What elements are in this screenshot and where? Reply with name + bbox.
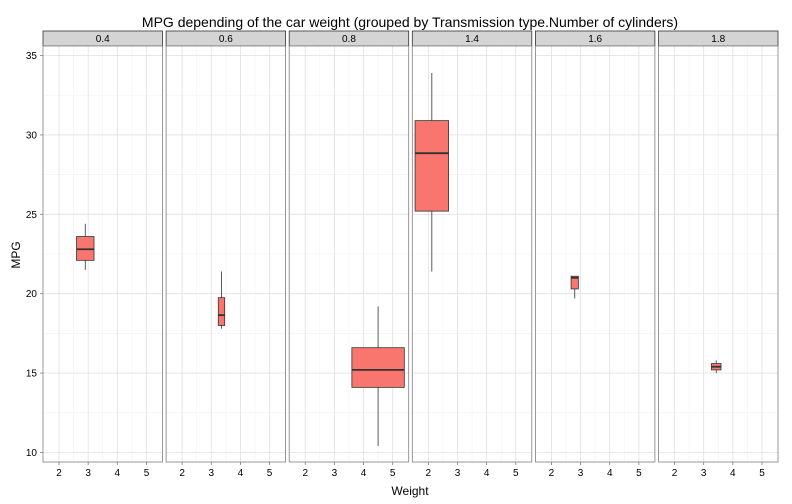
chart-title: MPG depending of the car weight (grouped… bbox=[142, 14, 678, 30]
facet-panel-5: 1.8 bbox=[658, 30, 779, 463]
facet-strip-label: 0.6 bbox=[219, 34, 233, 45]
panel-border bbox=[288, 45, 410, 463]
x-tick-label: 4 bbox=[361, 468, 367, 479]
x-axis-title: Weight bbox=[391, 484, 429, 498]
y-tick-label: 20 bbox=[26, 289, 38, 300]
facet-strip-label: 0.4 bbox=[96, 34, 110, 45]
x-tick-label: 2 bbox=[426, 468, 432, 479]
x-tick-label: 2 bbox=[179, 468, 185, 479]
panel-border bbox=[42, 45, 163, 463]
x-tick-label: 3 bbox=[85, 468, 91, 479]
box bbox=[414, 120, 449, 212]
facet-panel-3: 1.4 bbox=[411, 30, 533, 463]
y-tick-label: 35 bbox=[26, 51, 38, 62]
x-tick-label: 4 bbox=[607, 468, 613, 479]
panels: 0.4 0.6 0.8 1.4 1.6 1.8 bbox=[42, 30, 779, 463]
box bbox=[217, 297, 226, 326]
x-tick-label: 4 bbox=[484, 468, 490, 479]
y-axis-title: MPG bbox=[9, 241, 23, 268]
x-tick-label: 4 bbox=[238, 468, 244, 479]
x-tick-label: 5 bbox=[144, 468, 150, 479]
panel-border bbox=[658, 45, 779, 463]
x-tick-label: 5 bbox=[267, 468, 273, 479]
facet-panel-1: 0.6 bbox=[165, 30, 287, 463]
x-tick-label: 4 bbox=[115, 468, 121, 479]
panel-border bbox=[411, 45, 533, 463]
x-tick-label: 5 bbox=[759, 468, 765, 479]
y-tick-label: 10 bbox=[26, 448, 38, 459]
box bbox=[570, 275, 579, 290]
x-tick-label: 5 bbox=[636, 468, 642, 479]
x-tick-label: 2 bbox=[56, 468, 62, 479]
facet-strip-label: 1.4 bbox=[465, 34, 479, 45]
y-tick-label: 25 bbox=[26, 210, 38, 221]
facet-strip-label: 0.8 bbox=[342, 34, 356, 45]
x-tick-label: 3 bbox=[208, 468, 214, 479]
y-tick-label: 15 bbox=[26, 369, 38, 380]
x-tick-label: 2 bbox=[302, 468, 308, 479]
x-tick-label: 5 bbox=[390, 468, 396, 479]
x-axes: 2 3 4 5 2 3 4 5 2 3 4 5 2 3 4 5 2 3 4 5 2 3 4 5 bbox=[56, 462, 765, 479]
x-tick-label: 3 bbox=[701, 468, 707, 479]
x-tick-label: 3 bbox=[332, 468, 338, 479]
y-axis: 10 15 20 25 30 35 bbox=[26, 51, 43, 459]
y-tick-label: 30 bbox=[26, 130, 38, 141]
x-tick-label: 2 bbox=[549, 468, 555, 479]
panel-border bbox=[535, 45, 656, 463]
panel-border bbox=[165, 45, 287, 463]
facet-strip-label: 1.8 bbox=[711, 34, 725, 45]
x-tick-label: 3 bbox=[455, 468, 461, 479]
facet-panel-2: 0.8 bbox=[288, 30, 410, 463]
box bbox=[351, 347, 405, 388]
x-tick-label: 5 bbox=[513, 468, 519, 479]
x-tick-label: 3 bbox=[578, 468, 584, 479]
x-tick-label: 2 bbox=[672, 468, 678, 479]
x-tick-label: 4 bbox=[730, 468, 736, 479]
facet-panel-4: 1.6 bbox=[535, 30, 656, 463]
facet-panel-0: 0.4 bbox=[42, 30, 163, 463]
facet-strip-label: 1.6 bbox=[588, 34, 602, 45]
